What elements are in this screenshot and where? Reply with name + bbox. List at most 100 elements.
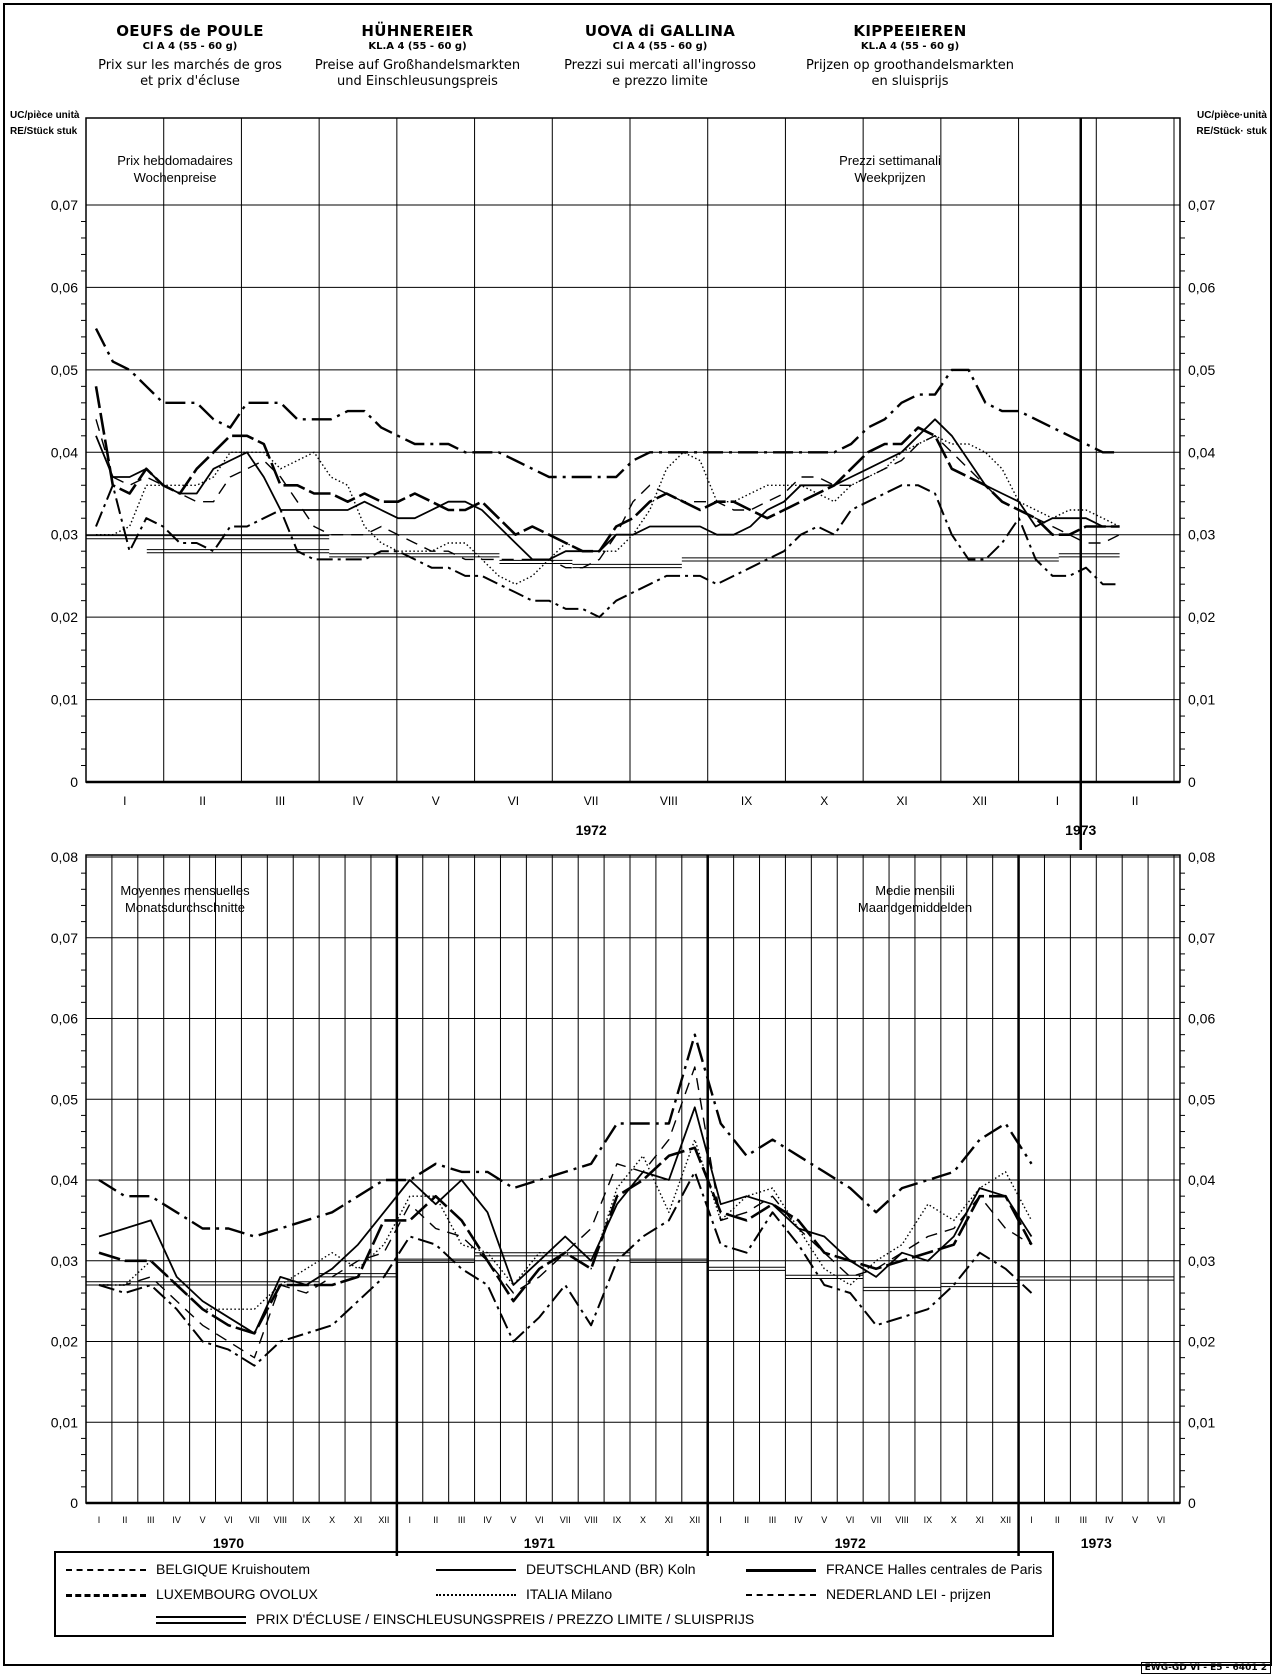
x-tick-label-month: III [1080, 1515, 1088, 1525]
legend-item-france: FRANCE Halles centrales de Paris [746, 1561, 1042, 1577]
series-line-fr [94, 386, 1120, 553]
x-tick-label-month: VI [846, 1515, 855, 1525]
y-tick-label-right: 0,04 [1188, 444, 1215, 460]
y-tick-label-left: 0,06 [51, 1011, 78, 1027]
x-year-label: 1972 [576, 822, 607, 838]
panel-title-right: Weekprijzen [854, 170, 925, 185]
x-tick-label-month: II [122, 1515, 127, 1525]
y-tick-label-left: 0,01 [51, 692, 78, 708]
legend-label: PRIX D'ÉCLUSE / EINSCHLEUSUNGSPREIS / PR… [256, 1611, 755, 1627]
x-tick-label-month: II [744, 1515, 749, 1525]
x-tick-label-month: VI [1157, 1515, 1166, 1525]
series-line-be [99, 1066, 1032, 1359]
document-reference: EWG-GD VI - E5 - 6401 2 [1140, 1662, 1271, 1674]
unit-right-line2: RE/Stück· stuk [1196, 126, 1267, 137]
legend-item-italia: ITALIA Milano [436, 1586, 612, 1602]
x-tick-label-month: II [1055, 1515, 1060, 1525]
x-tick-label-month: VII [871, 1515, 882, 1525]
y-tick-label-right: 0,05 [1188, 1091, 1215, 1107]
unit-label-left: UC/pièce unità RE/Stück stuk [10, 108, 79, 140]
legend-swatch-deutschland [436, 1569, 516, 1572]
y-tick-label-right: 0,02 [1188, 1334, 1215, 1350]
header-title: HÜHNEREIER [361, 22, 474, 40]
x-tick-label-month: VI [224, 1515, 233, 1525]
legend-label: NEDERLAND LEI - prijzen [826, 1586, 991, 1602]
x-tick-label-month: XI [975, 1515, 984, 1525]
x-tick-label-month: I [409, 1515, 412, 1525]
y-tick-label-left: 0 [70, 1495, 78, 1511]
x-tick-label-month: X [329, 1515, 335, 1525]
chart-panel-2: 0 0 0,01 0,01 0,02 0,02 0,03 0,03 0,04 0,04 0,05 0,… [51, 849, 1215, 1556]
x-tick-label-month: IV [483, 1515, 492, 1525]
series-line-de [98, 1106, 1033, 1335]
y-tick-label-left: 0,02 [51, 609, 78, 625]
x-tick-label-month: X [640, 1515, 646, 1525]
legend-label: FRANCE Halles centrales de Paris [826, 1561, 1043, 1577]
panel-title-left: Prix hebdomadaires [117, 153, 233, 168]
panel-title-left: Moyennes mensuelles [120, 883, 250, 898]
x-tick-label-month: V [510, 1515, 516, 1525]
x-year-label: 1973 [1081, 1535, 1112, 1551]
y-tick-label-left: 0,08 [51, 849, 78, 865]
panel-title-right: Maandgemiddelden [858, 900, 972, 915]
x-year-label: 1971 [524, 1535, 555, 1551]
x-tick-label-month: II [199, 794, 206, 808]
unit-label-right: UC/pièce·unità RE/Stück· stuk [1196, 108, 1267, 140]
x-tick-label-month: II [1132, 794, 1139, 808]
y-tick-label-right: 0,06 [1188, 1011, 1215, 1027]
x-tick-label-month: VIII [274, 1515, 288, 1525]
legend-swatch-france [746, 1568, 816, 1572]
header-grade: KL.A 4 (55 - 60 g) [368, 41, 467, 52]
y-tick-label-right: 0,01 [1188, 692, 1215, 708]
legend-item-luxembourg: LUXEMBOURG OVOLUX [66, 1586, 318, 1602]
x-tick-label-month: III [275, 794, 285, 808]
y-tick-label-left: 0,01 [51, 1414, 78, 1430]
x-year-label: 1973 [1065, 822, 1096, 838]
panel-title-right: Medie mensili [875, 883, 955, 898]
x-tick-label-month: I [123, 794, 126, 808]
header-grade: Cl A 4 (55 - 60 g) [612, 41, 708, 52]
x-tick-label-month: XI [896, 794, 907, 808]
x-tick-label-month: VI [535, 1515, 544, 1525]
legend-label: BELGIQUE Kruishoutem [156, 1561, 311, 1577]
y-tick-label-right: 0,07 [1188, 930, 1215, 946]
y-tick-label-right: 0,06 [1188, 279, 1215, 295]
x-tick-label-month: I [1056, 794, 1059, 808]
legend-swatch-belgique [66, 1569, 146, 1572]
x-tick-label-month: I [98, 1515, 101, 1525]
x-tick-label-month: V [432, 794, 440, 808]
x-tick-label-month: V [200, 1515, 206, 1525]
legend-swatch-sluice [156, 1616, 246, 1625]
header-german: HÜHNEREIER KL.A 4 (55 - 60 g) Preise auf… [305, 22, 530, 90]
x-tick-label-month: VIII [584, 1515, 598, 1525]
x-tick-label-month: V [821, 1515, 827, 1525]
y-tick-label-right: 0,08 [1188, 849, 1215, 865]
legend-swatch-italia [436, 1594, 516, 1597]
y-tick-label-right: 0 [1188, 1495, 1196, 1511]
legend-swatch-nederland [746, 1594, 816, 1597]
y-tick-label-right: 0,04 [1188, 1172, 1215, 1188]
x-tick-label-month: IX [924, 1515, 933, 1525]
header-title: UOVA di GALLINA [584, 22, 736, 40]
y-tick-label-left: 0,03 [51, 1253, 78, 1269]
header-title: OEUFS de POULE [116, 22, 264, 40]
x-tick-label-month: IV [794, 1515, 803, 1525]
x-year-label: 1970 [213, 1535, 244, 1551]
series-line-fr [98, 1146, 1033, 1335]
header-grade: KL.A 4 (55 - 60 g) [860, 41, 960, 52]
plot-area-frame [85, 117, 1181, 783]
x-tick-label-month: I [719, 1515, 722, 1525]
legend-label: LUXEMBOURG OVOLUX [156, 1586, 318, 1602]
y-tick-label-left: 0,04 [51, 444, 78, 460]
legend-item-deutschland: DEUTSCHLAND (BR) Koln [436, 1561, 696, 1577]
y-tick-label-left: 0,04 [51, 1172, 78, 1188]
header-desc-2: en sluisprijs [871, 74, 949, 89]
x-tick-label-month: VII [560, 1515, 571, 1525]
x-tick-label-month: IX [302, 1515, 311, 1525]
legend-item-nederland: NEDERLAND LEI - prijzen [746, 1586, 991, 1602]
header-french: OEUFS de POULE Cl A 4 (55 - 60 g) Prix s… [80, 22, 300, 90]
x-tick-label-month: IX [741, 794, 752, 808]
x-tick-label-month: VII [249, 1515, 260, 1525]
x-tick-label-month: IV [1105, 1515, 1114, 1525]
